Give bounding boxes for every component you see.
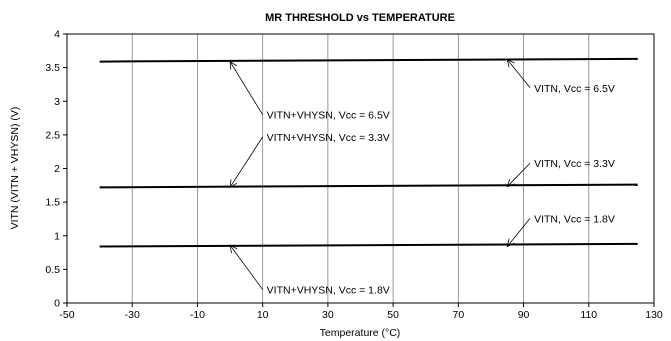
y-tick-label: 2.5 bbox=[45, 129, 60, 141]
x-tick-label: 90 bbox=[518, 309, 530, 321]
series-line-2 bbox=[99, 242, 638, 248]
annotation-arrow bbox=[229, 244, 263, 290]
y-tick-label: 0.5 bbox=[45, 264, 60, 276]
axes-group: -50 -30 -10 10 30 50 70 90 110 130 0 0.5 1 1.5 2 2.5 3 3.… bbox=[45, 29, 663, 322]
chart-title: MR THRESHOLD vs TEMPERATURE bbox=[265, 12, 455, 24]
series-line-1 bbox=[99, 183, 638, 189]
annotation-arrow bbox=[506, 218, 531, 247]
annotations-group: VITN+VHYSN, Vcc = 6.5V VITN+VHYSN, Vcc = … bbox=[229, 58, 615, 297]
x-tick-label: -30 bbox=[125, 309, 140, 321]
x-tick-label: 70 bbox=[452, 309, 464, 321]
annotation-label-5: VITN+VHYSN, Vcc = 1.8V bbox=[267, 285, 390, 297]
x-tick-label: 110 bbox=[580, 309, 597, 321]
annotation-label-3: VITN, Vcc = 3.3V bbox=[534, 158, 615, 170]
annotation-arrowhead bbox=[229, 244, 238, 254]
x-tick-label: 30 bbox=[322, 309, 334, 321]
series-line-0 bbox=[99, 57, 638, 63]
y-tick-label: 3.5 bbox=[45, 62, 60, 74]
x-tick-label: 50 bbox=[387, 309, 399, 321]
annotation-arrow bbox=[506, 162, 531, 187]
x-tick-label: 130 bbox=[645, 309, 663, 321]
y-tick-label: 3 bbox=[54, 96, 60, 108]
annotation-arrowhead bbox=[506, 58, 515, 68]
series-group bbox=[99, 57, 638, 248]
y-tick-label: 0 bbox=[54, 298, 60, 310]
y-tick-label: 1 bbox=[54, 230, 60, 242]
annotation-arrowhead bbox=[506, 178, 515, 188]
y-axis-label: VITN (VITN + VHYSN) (V) bbox=[9, 107, 21, 230]
x-tick-label: -50 bbox=[59, 309, 74, 321]
x-tick-label: 10 bbox=[257, 309, 269, 321]
annotation-arrowhead bbox=[229, 179, 238, 189]
annotation-arrow bbox=[506, 59, 531, 89]
annotation-label-1: VITN+VHYSN, Vcc = 3.3V bbox=[267, 132, 390, 144]
annotation-label-2: VITN, Vcc = 6.5V bbox=[534, 83, 615, 95]
y-tick-label: 1.5 bbox=[45, 197, 60, 209]
annotation-label-4: VITN, Vcc = 1.8V bbox=[534, 213, 615, 225]
annotation-arrowhead bbox=[506, 238, 515, 248]
grid-lines bbox=[131, 34, 590, 303]
y-tick-label: 4 bbox=[54, 29, 60, 41]
y-tick-label: 2 bbox=[54, 163, 60, 175]
x-tick-label: -10 bbox=[190, 309, 205, 321]
annotation-arrow bbox=[229, 61, 264, 115]
annotation-arrowhead bbox=[229, 60, 238, 70]
annotation-arrow bbox=[229, 136, 264, 188]
annotation-label-0: VITN+VHYSN, Vcc = 6.5V bbox=[267, 110, 390, 122]
x-axis-label: Temperature (°C) bbox=[320, 327, 401, 339]
